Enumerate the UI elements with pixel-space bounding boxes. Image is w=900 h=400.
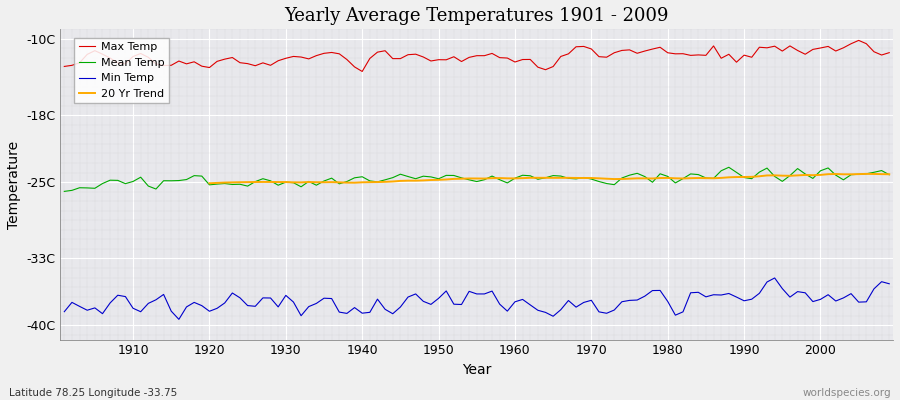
Max Temp [120, 62, 130, 66]
Mean Temp [601, 181, 612, 186]
Max Temp [609, 50, 620, 55]
Min Temp [518, 297, 528, 302]
Mean Temp [120, 181, 130, 186]
Line: Mean Temp: Mean Temp [64, 167, 889, 191]
Line: Max Temp: Max Temp [64, 40, 889, 72]
Min Temp [509, 300, 520, 304]
Max Temp [288, 54, 299, 59]
Min Temp [884, 281, 895, 286]
Min Temp [296, 313, 307, 318]
Mean Temp [509, 176, 520, 180]
Mean Temp [724, 165, 734, 170]
Min Temp [174, 317, 184, 322]
Y-axis label: Temperature: Temperature [7, 140, 21, 228]
Mean Temp [58, 189, 69, 194]
Max Temp [884, 50, 895, 55]
Max Temp [518, 57, 528, 62]
Line: 20 Yr Trend: 20 Yr Trend [210, 174, 889, 183]
Legend: Max Temp, Mean Temp, Min Temp, 20 Yr Trend: Max Temp, Mean Temp, Min Temp, 20 Yr Tre… [75, 38, 169, 104]
20 Yr Trend [678, 176, 688, 181]
Mean Temp [884, 172, 895, 177]
Min Temp [609, 308, 620, 312]
20 Yr Trend [861, 172, 872, 176]
Mean Temp [334, 182, 345, 186]
Max Temp [334, 52, 345, 56]
20 Yr Trend [296, 180, 307, 185]
Max Temp [509, 60, 520, 64]
Text: Latitude 78.25 Longitude -33.75: Latitude 78.25 Longitude -33.75 [9, 388, 177, 398]
20 Yr Trend [884, 172, 895, 177]
Max Temp [356, 69, 367, 74]
20 Yr Trend [410, 178, 421, 183]
Line: Min Temp: Min Temp [64, 278, 889, 319]
X-axis label: Year: Year [462, 363, 491, 377]
Max Temp [853, 38, 864, 43]
20 Yr Trend [770, 173, 780, 178]
20 Yr Trend [785, 173, 796, 178]
Mean Temp [288, 180, 299, 185]
20 Yr Trend [204, 181, 215, 186]
20 Yr Trend [853, 172, 864, 176]
Min Temp [770, 276, 780, 280]
Min Temp [341, 311, 352, 316]
Min Temp [58, 309, 69, 314]
Max Temp [58, 64, 69, 69]
Text: worldspecies.org: worldspecies.org [803, 388, 891, 398]
Mean Temp [502, 180, 513, 185]
Min Temp [120, 294, 130, 299]
Title: Yearly Average Temperatures 1901 - 2009: Yearly Average Temperatures 1901 - 2009 [284, 7, 669, 25]
